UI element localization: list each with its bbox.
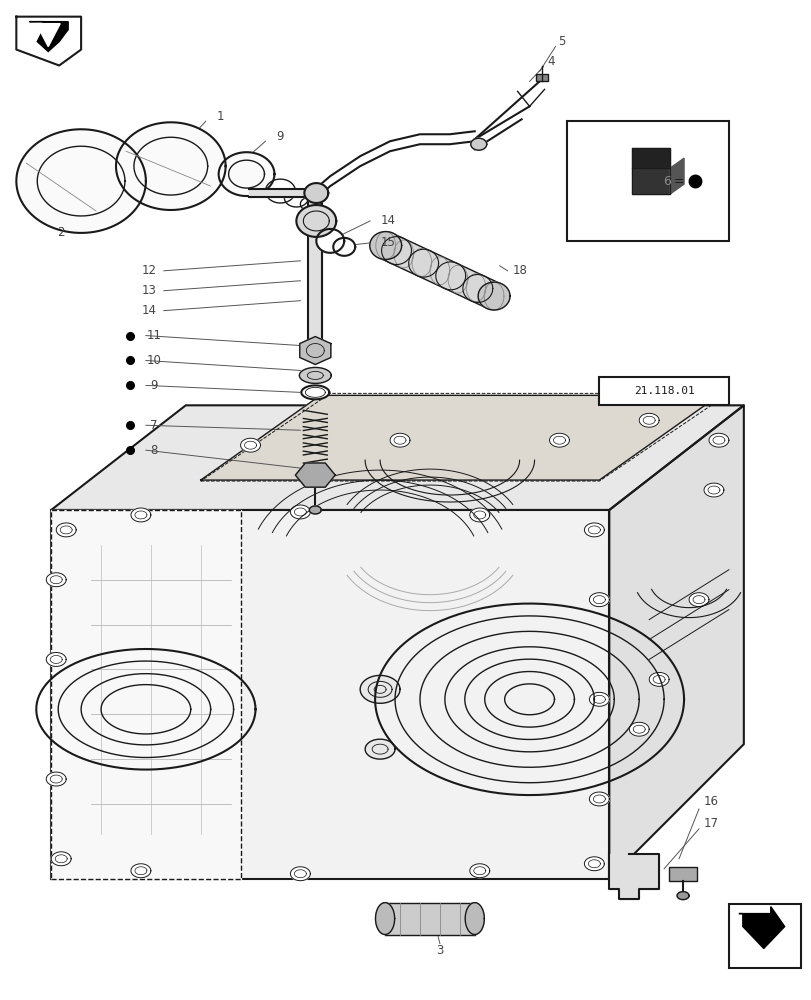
Polygon shape (584, 523, 603, 537)
Text: 5: 5 (557, 35, 564, 48)
Polygon shape (218, 152, 274, 196)
Text: 1: 1 (217, 110, 224, 123)
Polygon shape (16, 17, 81, 65)
Bar (668, 867, 696, 881)
Polygon shape (470, 864, 489, 878)
Text: 18: 18 (512, 264, 526, 277)
Polygon shape (51, 852, 71, 866)
Polygon shape (632, 168, 669, 194)
Polygon shape (708, 433, 728, 447)
Polygon shape (589, 593, 608, 607)
Polygon shape (290, 867, 310, 881)
Text: 13: 13 (141, 284, 157, 297)
Polygon shape (478, 282, 509, 310)
Bar (535, 74, 547, 81)
Text: KIT: KIT (586, 216, 608, 229)
Text: =: = (673, 175, 684, 188)
Polygon shape (200, 395, 718, 480)
Polygon shape (36, 24, 60, 47)
Polygon shape (51, 510, 240, 879)
Polygon shape (470, 508, 489, 522)
Polygon shape (738, 907, 783, 948)
Polygon shape (632, 148, 669, 168)
Polygon shape (309, 506, 321, 514)
Polygon shape (29, 22, 68, 52)
Polygon shape (638, 413, 659, 427)
Polygon shape (689, 593, 708, 607)
Text: 16: 16 (702, 795, 718, 808)
Polygon shape (284, 189, 308, 207)
Polygon shape (629, 722, 648, 736)
Text: 7: 7 (150, 419, 157, 432)
Polygon shape (56, 523, 76, 537)
Text: KIT: KIT (613, 216, 636, 229)
Polygon shape (333, 238, 354, 256)
Text: 9: 9 (150, 379, 157, 392)
Text: 15: 15 (380, 236, 395, 249)
Text: 14: 14 (380, 214, 395, 227)
Text: 3: 3 (436, 944, 443, 957)
Polygon shape (248, 189, 316, 197)
Polygon shape (648, 672, 668, 686)
Text: 6: 6 (663, 175, 670, 188)
Polygon shape (384, 903, 474, 935)
Text: 9: 9 (277, 130, 284, 143)
Polygon shape (608, 854, 659, 899)
Polygon shape (703, 483, 723, 497)
Bar (728, 904, 800, 968)
Text: 21.118.01: 21.118.01 (633, 386, 693, 396)
Bar (567, 121, 728, 241)
Polygon shape (589, 692, 608, 706)
Text: 10: 10 (146, 354, 161, 367)
Text: 2: 2 (58, 226, 65, 239)
Polygon shape (669, 158, 683, 194)
Text: 8: 8 (150, 444, 157, 457)
Polygon shape (389, 433, 410, 447)
Polygon shape (465, 903, 483, 935)
Polygon shape (304, 183, 328, 203)
Polygon shape (131, 508, 151, 522)
Polygon shape (46, 573, 66, 587)
Polygon shape (51, 510, 608, 879)
Polygon shape (301, 385, 328, 399)
Polygon shape (589, 792, 608, 806)
Polygon shape (365, 739, 394, 759)
Polygon shape (240, 438, 260, 452)
Polygon shape (116, 122, 225, 210)
Polygon shape (16, 129, 146, 233)
Polygon shape (51, 405, 743, 510)
Polygon shape (375, 903, 394, 935)
Polygon shape (360, 675, 400, 703)
Polygon shape (608, 405, 743, 879)
Polygon shape (46, 772, 66, 786)
Polygon shape (380, 233, 500, 309)
Polygon shape (296, 205, 336, 237)
Polygon shape (131, 864, 151, 878)
Text: 17: 17 (702, 817, 718, 830)
Text: 12: 12 (141, 264, 157, 277)
Polygon shape (290, 505, 310, 519)
Text: 11: 11 (146, 329, 161, 342)
Polygon shape (265, 179, 295, 203)
Text: 4: 4 (547, 55, 555, 68)
Text: 14: 14 (141, 304, 157, 317)
Polygon shape (46, 652, 66, 666)
Polygon shape (369, 232, 401, 259)
Bar (599, 377, 728, 405)
Polygon shape (300, 197, 320, 211)
Polygon shape (470, 138, 486, 150)
Polygon shape (308, 193, 322, 351)
Polygon shape (676, 892, 689, 900)
Polygon shape (316, 229, 344, 253)
Polygon shape (584, 857, 603, 871)
Polygon shape (549, 433, 569, 447)
Polygon shape (295, 463, 335, 487)
Polygon shape (299, 367, 331, 383)
Polygon shape (299, 337, 330, 364)
